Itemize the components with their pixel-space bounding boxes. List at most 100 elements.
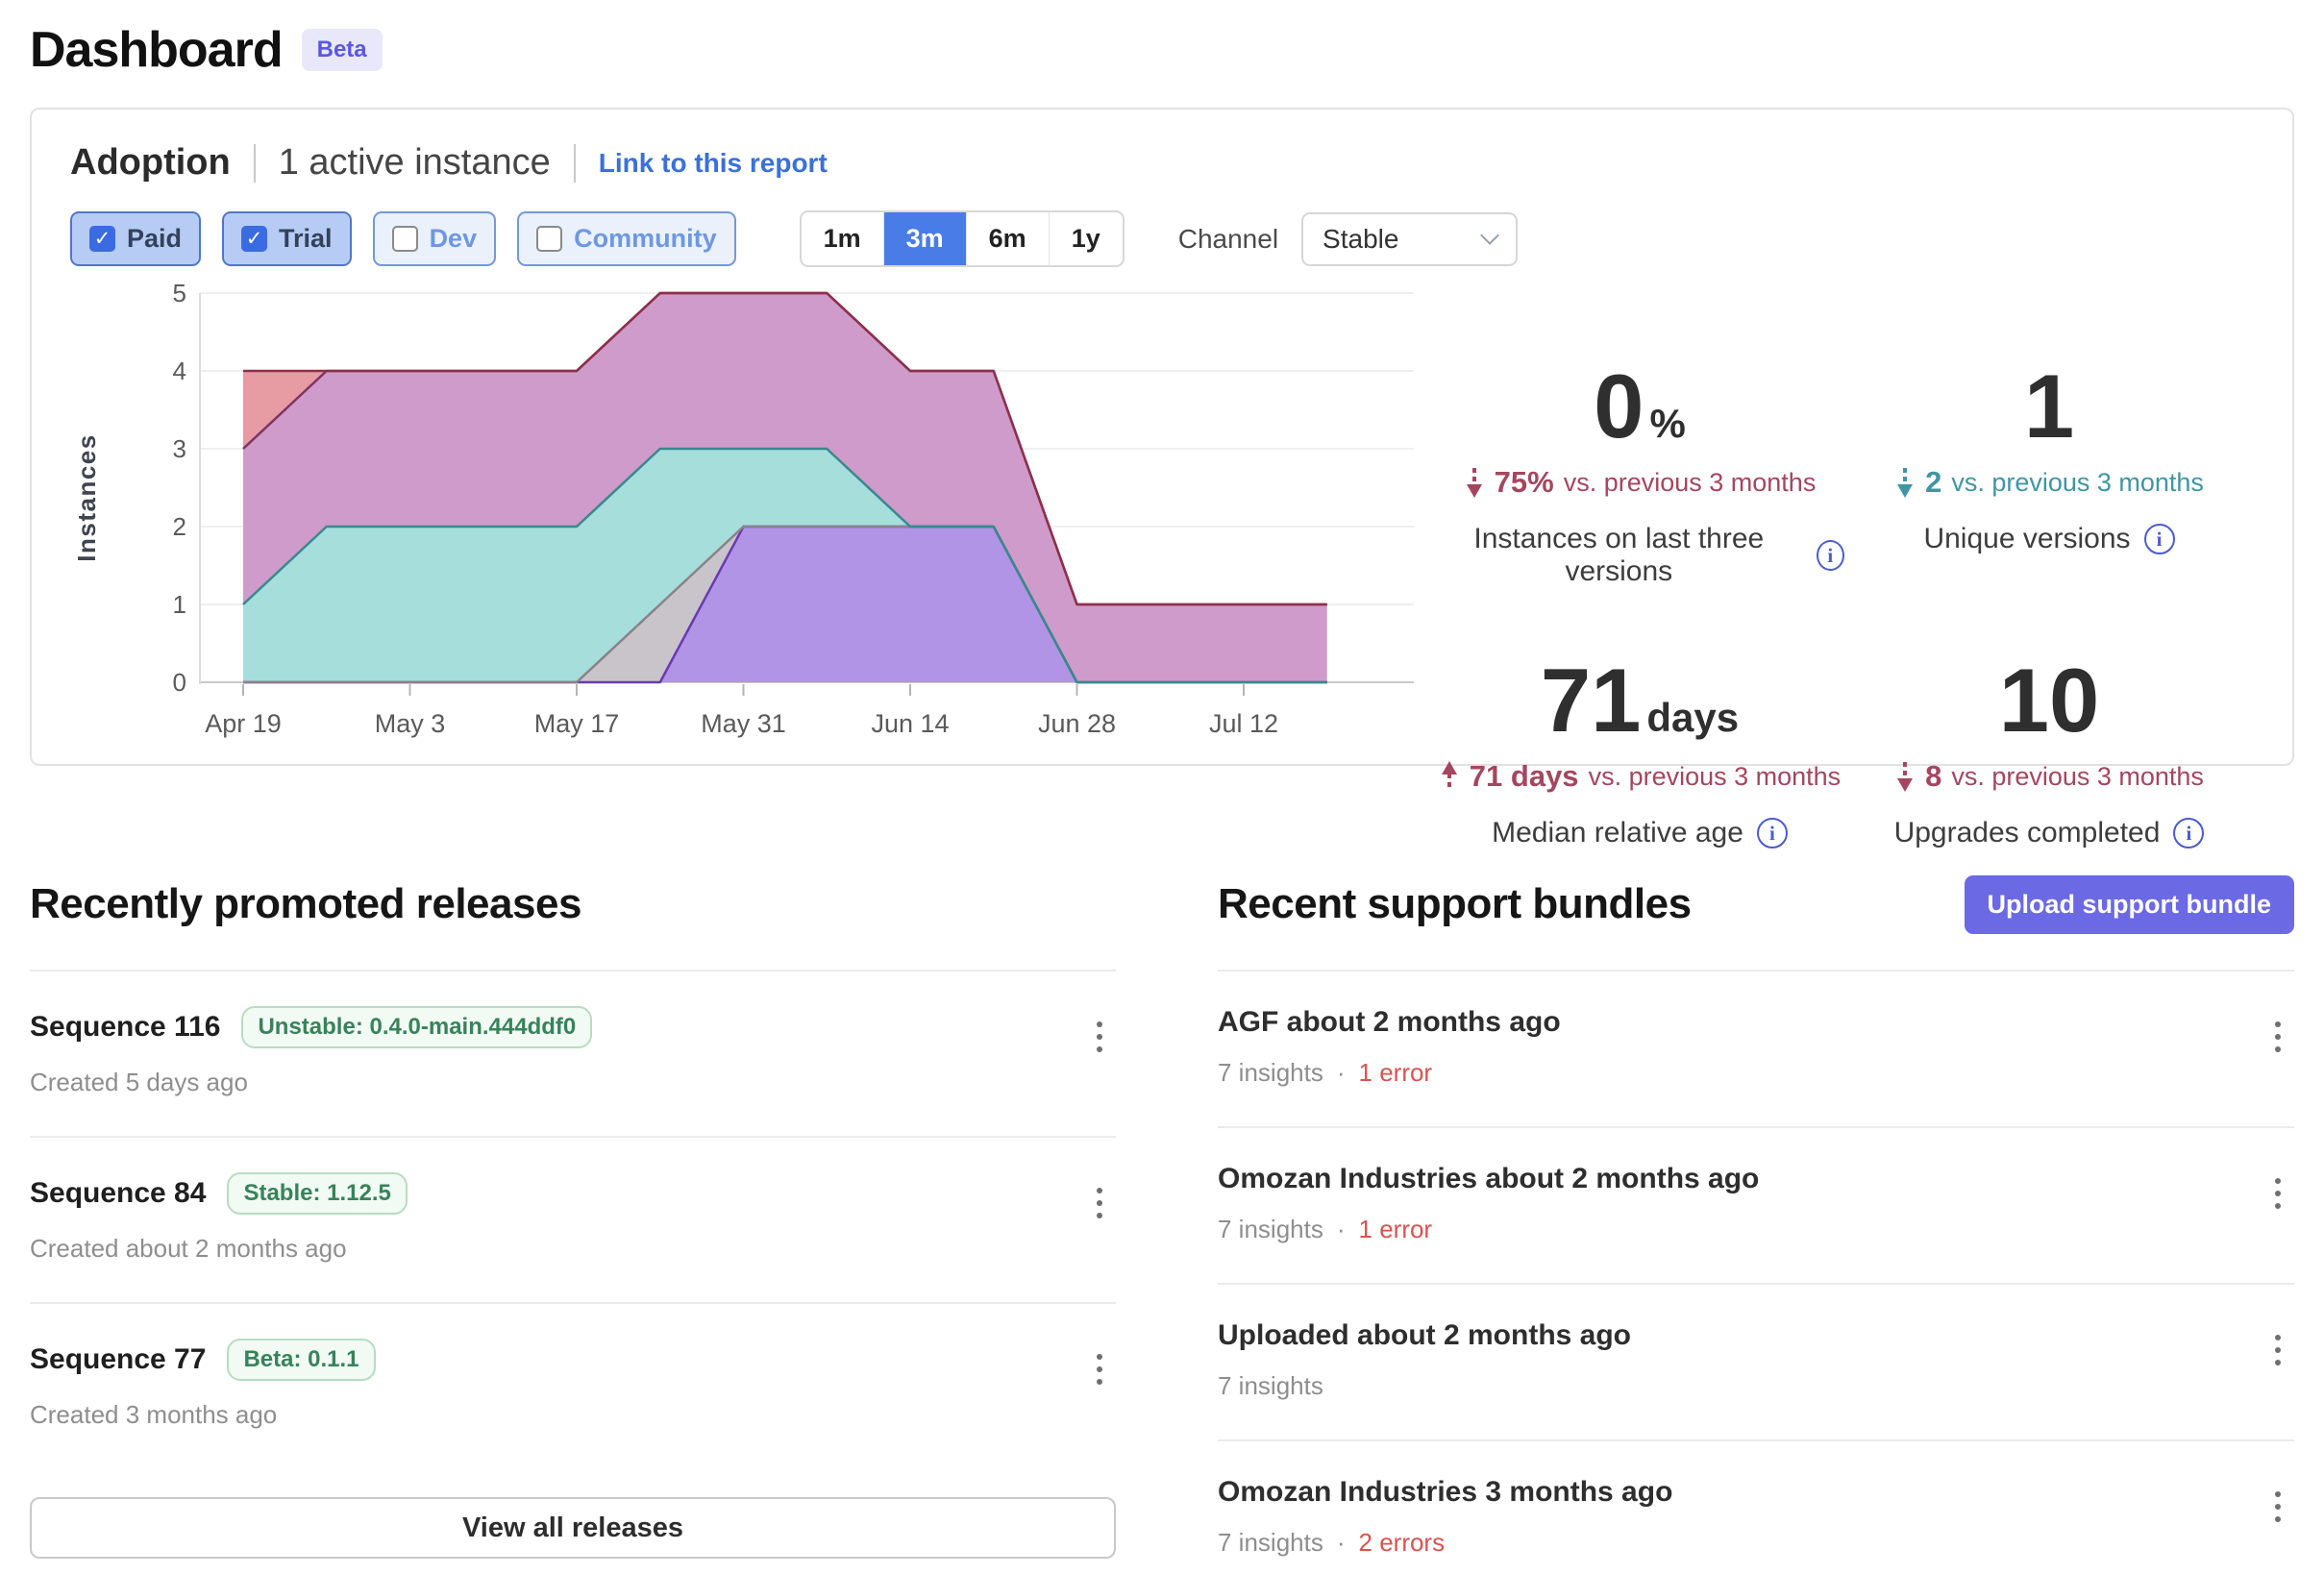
bundle-title: Uploaded about 2 months ago [1218, 1319, 1632, 1351]
view-all-releases-button[interactable]: View all releases [30, 1497, 1116, 1559]
trend-down-icon [1897, 762, 1914, 792]
kebab-menu-icon[interactable] [2269, 1172, 2287, 1215]
stat-value: 1 [2023, 356, 2075, 456]
release-title: Sequence 84 [30, 1177, 207, 1209]
bundle-title: AGF about 2 months ago [1218, 1006, 1561, 1038]
bundle-insights: 7 insights [1218, 1215, 1323, 1243]
support-bundle-row[interactable]: Omozan Industries 3 months ago 7 insight… [1218, 1441, 2294, 1574]
adoption-title: Adoption [70, 142, 231, 183]
stat-label: Instances on last three versions [1473, 523, 1765, 587]
filter-community[interactable]: Community [517, 211, 736, 266]
support-bundles-heading: Recent support bundles [1218, 880, 1692, 927]
stat-change: 2 [1925, 465, 1942, 499]
kebab-menu-icon[interactable] [2269, 1016, 2287, 1058]
stat-change-period: vs. previous 3 months [1563, 467, 1817, 497]
stacked-area-chart: 0 1 2 3 4 5 Instances Apr 19 May 3 May 17 May 31 Ju… [72, 279, 1414, 738]
time-range-1y[interactable]: 1y [1048, 212, 1123, 265]
release-created: Created about 2 months ago [30, 1234, 347, 1263]
adoption-chart: 0 1 2 3 4 5 Instances Apr 19 May 3 May 17 May 31 Ju… [70, 277, 1435, 849]
dot-separator: · [1336, 1215, 1346, 1243]
svg-text:Jun 28: Jun 28 [1038, 709, 1116, 738]
checkbox-checked-icon[interactable]: ✓ [241, 226, 268, 252]
checkbox-unchecked-icon[interactable] [536, 226, 563, 252]
stat-change: 75% [1494, 465, 1554, 499]
info-icon[interactable]: i [1816, 540, 1844, 571]
adoption-card-header: Adoption 1 active instance Link to this … [70, 142, 2254, 184]
svg-text:2: 2 [173, 512, 186, 541]
filter-trial[interactable]: ✓ Trial [222, 211, 352, 266]
chevron-down-icon [1480, 225, 1499, 245]
release-channel-badge: Unstable: 0.4.0-main.444ddf0 [241, 1006, 593, 1048]
info-icon[interactable]: i [2173, 818, 2205, 848]
bundle-errors: 1 error [1358, 1058, 1433, 1087]
stat-unit: % [1649, 401, 1686, 446]
support-bundle-row[interactable]: AGF about 2 months ago 7 insights · 1 er… [1218, 971, 2294, 1128]
support-bundle-row[interactable]: Omozan Industries about 2 months ago 7 i… [1218, 1128, 2294, 1285]
time-range-control: 1m 3m 6m 1y [799, 210, 1125, 267]
release-channel-badge: Stable: 1.12.5 [227, 1172, 408, 1215]
svg-text:1: 1 [173, 590, 186, 619]
stat-unit: days [1646, 695, 1740, 740]
svg-text:Jun 14: Jun 14 [871, 709, 949, 738]
release-row[interactable]: Sequence 77 Beta: 0.1.1 Created 3 months… [30, 1304, 1116, 1468]
support-bundle-row[interactable]: Uploaded about 2 months ago 7 insights [1218, 1285, 2294, 1441]
release-channel-badge: Beta: 0.1.1 [227, 1339, 376, 1381]
stat-value: 10 [1998, 650, 2100, 750]
kebab-menu-icon[interactable] [2269, 1329, 2287, 1371]
stat-label: Upgrades completed [1893, 817, 2161, 848]
svg-text:Jul 12: Jul 12 [1209, 709, 1278, 738]
divider [253, 143, 256, 183]
time-range-3m[interactable]: 3m [882, 212, 966, 265]
channel-label: Channel [1177, 223, 1279, 254]
svg-text:4: 4 [173, 357, 186, 385]
stat-label: Unique versions [1923, 523, 2131, 554]
dot-separator: · [1336, 1058, 1346, 1087]
stat-change: 8 [1925, 759, 1942, 793]
trend-up-icon [1441, 761, 1457, 791]
kebab-menu-icon[interactable] [1091, 1182, 1108, 1224]
link-to-report[interactable]: Link to this report [598, 147, 828, 178]
page-title: Dashboard [30, 22, 284, 78]
bundle-title: Omozan Industries 3 months ago [1218, 1476, 1673, 1508]
svg-text:May 17: May 17 [534, 709, 620, 738]
bundle-insights: 7 insights [1218, 1528, 1323, 1557]
filter-dev[interactable]: Dev [372, 211, 497, 266]
release-created: Created 3 months ago [30, 1400, 278, 1429]
checkbox-unchecked-icon[interactable] [391, 226, 418, 252]
svg-text:5: 5 [173, 279, 186, 307]
adoption-card-body: 0 1 2 3 4 5 Instances Apr 19 May 3 May 17 May 31 Ju… [70, 277, 2254, 849]
divider [30, 970, 1116, 971]
time-range-6m[interactable]: 6m [965, 212, 1049, 265]
stat-change-period: vs. previous 3 months [1951, 467, 2204, 497]
trend-down-icon [1466, 468, 1482, 498]
kebab-menu-icon[interactable] [2269, 1486, 2287, 1528]
release-row[interactable]: Sequence 84 Stable: 1.12.5 Created about… [30, 1138, 1116, 1304]
checkbox-checked-icon[interactable]: ✓ [89, 226, 115, 252]
svg-text:May 31: May 31 [701, 709, 786, 738]
filter-dev-label: Dev [429, 224, 478, 253]
filter-paid[interactable]: ✓ Paid [70, 211, 202, 266]
stat-change-period: vs. previous 3 months [1951, 761, 2204, 791]
stat-label: Median relative age [1492, 817, 1743, 848]
upload-support-bundle-button[interactable]: Upload support bundle [1964, 874, 2294, 934]
info-icon[interactable]: i [2143, 524, 2175, 554]
release-row[interactable]: Sequence 116 Unstable: 0.4.0-main.444ddf… [30, 971, 1116, 1138]
kebab-menu-icon[interactable] [1091, 1016, 1108, 1058]
stat-upgrades-completed: 10 8 vs. previous 3 months Upgrades comp… [1844, 655, 2254, 849]
info-icon[interactable]: i [1756, 818, 1788, 848]
channel-select[interactable]: Stable [1301, 211, 1519, 266]
release-title: Sequence 116 [30, 1011, 221, 1043]
svg-text:Apr 19: Apr 19 [205, 709, 282, 738]
stat-value: 0 [1594, 356, 1644, 456]
adoption-stats: 0 % 75% vs. previous 3 months Instances … [1435, 277, 2254, 849]
stat-instances-last-three-versions: 0 % 75% vs. previous 3 months Instances … [1435, 361, 1844, 588]
bundle-insights: 7 insights [1218, 1371, 1323, 1400]
kebab-menu-icon[interactable] [1091, 1348, 1108, 1390]
filter-paid-label: Paid [127, 224, 183, 253]
beta-badge: Beta [301, 29, 383, 71]
bundle-title: Omozan Industries about 2 months ago [1218, 1163, 1760, 1194]
time-range-1m[interactable]: 1m [823, 224, 861, 253]
page-header: Dashboard Beta [30, 21, 2294, 79]
divider [573, 143, 576, 183]
